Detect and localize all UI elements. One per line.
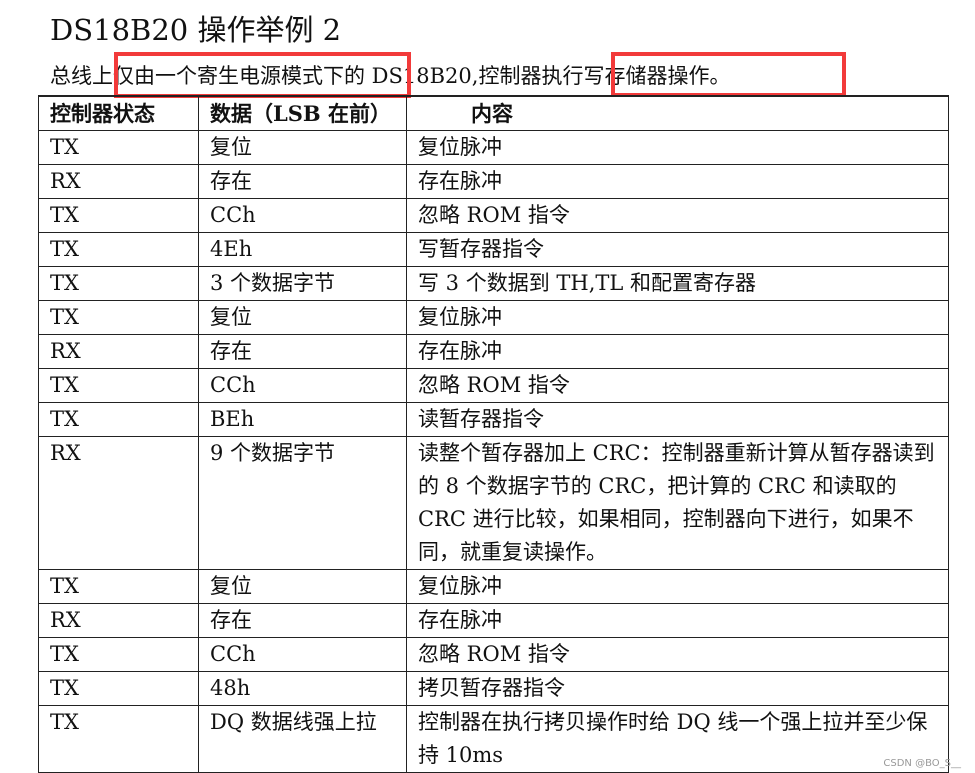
intro-text: 总线上仅由一个寄生电源模式下的 DS18B20,控制器执行写存储器操作。 — [50, 64, 731, 88]
cell-state: TX — [38, 300, 199, 335]
cell-data: 9 个数据字节 — [198, 436, 407, 570]
cell-state: TX — [38, 130, 199, 165]
table-row: TX 3 个数据字节写 3 个数据到 TH,TL 和配置寄存器 — [38, 266, 949, 301]
cell-state: TX — [38, 232, 199, 267]
table-row: TX 复位 复位脉冲 — [38, 569, 949, 604]
table-row: TX DQ 数据线强上拉 控制器在执行拷贝操作时给 DQ 线一个强上拉并至少保持 1… — [38, 705, 949, 773]
cell-content: 存在脉冲 — [406, 164, 949, 199]
cell-state: TX — [38, 671, 199, 706]
cell-data: 复位 — [198, 569, 407, 604]
table-row: TX CCh 忽略 ROM 指令 — [38, 368, 949, 403]
cell-data: 4Eh — [198, 232, 407, 267]
cell-content: 忽略 ROM 指令 — [406, 637, 949, 672]
cell-data: DQ 数据线强上拉 — [198, 705, 407, 773]
cell-content: 写 3 个数据到 TH,TL 和配置寄存器 — [406, 266, 949, 301]
cell-state: TX — [38, 368, 199, 403]
table-row: RX 存在 存在脉冲 — [38, 603, 949, 638]
cell-state: TX — [38, 705, 199, 773]
document-title: DS18B20 操作举例 2 — [50, 13, 342, 47]
cell-data: 复位 — [198, 300, 407, 335]
cell-content: 忽略 ROM 指令 — [406, 198, 949, 233]
table-row: RX 存在 存在脉冲 — [38, 164, 949, 199]
cell-content: 存在脉冲 — [406, 334, 949, 369]
header-controller-state: 控制器状态 — [38, 95, 199, 131]
cell-content: 忽略 ROM 指令 — [406, 368, 949, 403]
cell-state: RX — [38, 164, 199, 199]
cell-content: 存在脉冲 — [406, 603, 949, 638]
cell-data: 3 个数据字节 — [198, 266, 407, 301]
header-content: 内容 — [406, 95, 949, 131]
cell-content: 复位脉冲 — [406, 130, 949, 165]
cell-state: TX — [38, 198, 199, 233]
table-row: TX CCh 忽略 ROM 指令 — [38, 198, 949, 233]
cell-data: 48h — [198, 671, 407, 706]
cell-state: RX — [38, 334, 199, 369]
table-row: RX 9 个数据字节 读整个暂存器加上 CRC：控制器重新计算从暂存器读到的 8 个… — [38, 436, 949, 570]
cell-data: CCh — [198, 637, 407, 672]
cell-state: RX — [38, 436, 199, 570]
cell-content: 复位脉冲 — [406, 300, 949, 335]
table-row: TX BEh 读暂存器指令 — [38, 402, 949, 437]
cell-content: 读暂存器指令 — [406, 402, 949, 437]
cell-data: CCh — [198, 198, 407, 233]
table-row: TX 复位 复位脉冲 — [38, 300, 949, 335]
highlight-box-write-operation — [611, 52, 846, 97]
cell-content: 读整个暂存器加上 CRC：控制器重新计算从暂存器读到的 8 个数据字节的 CRC… — [406, 436, 949, 570]
cell-state: TX — [38, 266, 199, 301]
cell-content: 复位脉冲 — [406, 569, 949, 604]
cell-data: CCh — [198, 368, 407, 403]
cell-state: TX — [38, 402, 199, 437]
cell-data: 存在 — [198, 164, 407, 199]
highlight-box-power-mode — [114, 52, 411, 98]
cell-content: 拷贝暂存器指令 — [406, 671, 949, 706]
watermark: CSDN @BO_S__ — [883, 758, 961, 769]
cell-data: 存在 — [198, 334, 407, 369]
table-row: RX 存在 存在脉冲 — [38, 334, 949, 369]
header-data: 数据（LSB 在前） — [198, 95, 407, 131]
table-row: TX 48h 拷贝暂存器指令 — [38, 671, 949, 706]
cell-content: 控制器在执行拷贝操作时给 DQ 线一个强上拉并至少保持 10ms — [406, 705, 949, 773]
operation-table: 控制器状态 数据（LSB 在前） 内容 TX 复位 复位脉冲 RX 存在 存在脉冲 TX CC… — [38, 95, 949, 773]
cell-state: TX — [38, 569, 199, 604]
cell-state: TX — [38, 637, 199, 672]
cell-data: 存在 — [198, 603, 407, 638]
table-row: TX CCh 忽略 ROM 指令 — [38, 637, 949, 672]
table-header-row: 控制器状态 数据（LSB 在前） 内容 — [38, 95, 949, 131]
cell-content: 写暂存器指令 — [406, 232, 949, 267]
table-row: TX 4Eh 写暂存器指令 — [38, 232, 949, 267]
table-row: TX 复位 复位脉冲 — [38, 130, 949, 165]
cell-data: 复位 — [198, 130, 407, 165]
cell-data: BEh — [198, 402, 407, 437]
cell-state: RX — [38, 603, 199, 638]
